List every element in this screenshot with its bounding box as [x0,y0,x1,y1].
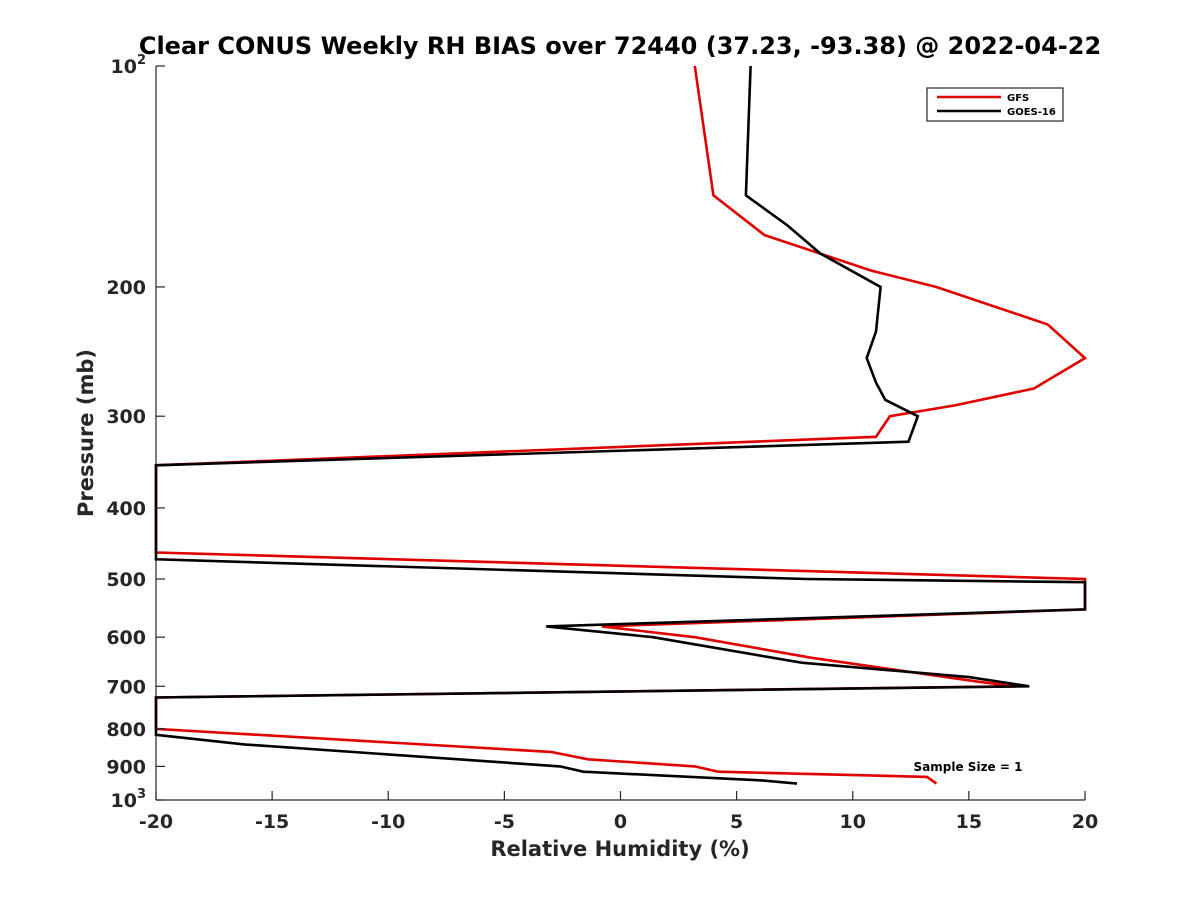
plot-area [155,66,1085,801]
y-tick-label: 700 [106,676,146,698]
chart-title: Clear CONUS Weekly RH BIAS over 72440 (3… [139,32,1101,60]
y-tick-label: 600 [106,627,146,649]
y-tick-label: 103 [111,787,147,812]
y-tick-label: 800 [106,719,146,741]
legend-entry-label: GFS [1007,93,1029,104]
y-tick-label: 200 [106,277,146,299]
series-layer [154,65,1088,785]
sample-size-annotation: Sample Size = 1 [914,760,1023,774]
y-tick-label: 900 [106,756,146,778]
y-tick-label: 500 [106,569,146,591]
y-axis-label: Pressure (mb) [74,349,98,517]
x-tick-label: -20 [139,811,173,833]
x-tick-label: 20 [1072,811,1098,833]
x-tick-label: 10 [840,811,866,833]
y-tick-label: 300 [106,406,146,428]
legend-entry-label: GOES-16 [1007,107,1056,118]
x-axis: -20 -15 -10 -5 0 5 10 15 20 [139,791,1098,833]
x-tick-label: 5 [730,811,743,833]
x-tick-label: -10 [371,811,405,833]
legend-box [926,87,1064,122]
x-tick-label: 15 [956,811,982,833]
x-tick-label: -5 [494,811,515,833]
x-tick-label: 0 [614,811,627,833]
y-tick-label: 102 [111,53,147,78]
x-axis-label: Relative Humidity (%) [490,837,749,861]
legend: GFS GOES-16 [926,87,1064,122]
x-tick-label: -15 [255,811,289,833]
series-line-goes-16 [154,65,1087,785]
y-tick-label: 400 [106,498,146,520]
y-axis: 102 200 300 400 500 600 700 800 900 103 [106,53,165,812]
